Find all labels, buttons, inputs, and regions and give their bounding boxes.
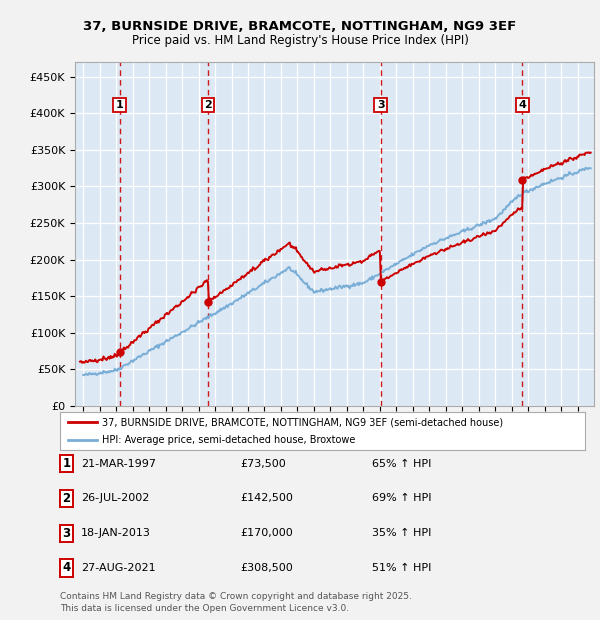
Text: 21-MAR-1997: 21-MAR-1997 (81, 459, 156, 469)
Text: 69% ↑ HPI: 69% ↑ HPI (372, 494, 431, 503)
Text: £73,500: £73,500 (240, 459, 286, 469)
Text: £142,500: £142,500 (240, 494, 293, 503)
Text: 3: 3 (377, 100, 385, 110)
Text: This data is licensed under the Open Government Licence v3.0.: This data is licensed under the Open Gov… (60, 603, 349, 613)
Text: 26-JUL-2002: 26-JUL-2002 (81, 494, 149, 503)
Text: 37, BURNSIDE DRIVE, BRAMCOTE, NOTTINGHAM, NG9 3EF (semi-detached house): 37, BURNSIDE DRIVE, BRAMCOTE, NOTTINGHAM… (102, 417, 503, 427)
Text: 2: 2 (62, 492, 71, 505)
Text: 51% ↑ HPI: 51% ↑ HPI (372, 563, 431, 573)
Text: 35% ↑ HPI: 35% ↑ HPI (372, 528, 431, 538)
Text: 4: 4 (62, 562, 71, 574)
Text: 37, BURNSIDE DRIVE, BRAMCOTE, NOTTINGHAM, NG9 3EF: 37, BURNSIDE DRIVE, BRAMCOTE, NOTTINGHAM… (83, 20, 517, 33)
Text: Price paid vs. HM Land Registry's House Price Index (HPI): Price paid vs. HM Land Registry's House … (131, 34, 469, 47)
Text: 3: 3 (62, 527, 71, 539)
Text: 4: 4 (518, 100, 526, 110)
Text: 27-AUG-2021: 27-AUG-2021 (81, 563, 155, 573)
Text: Contains HM Land Registry data © Crown copyright and database right 2025.: Contains HM Land Registry data © Crown c… (60, 592, 412, 601)
Text: 18-JAN-2013: 18-JAN-2013 (81, 528, 151, 538)
Text: 1: 1 (116, 100, 124, 110)
Text: HPI: Average price, semi-detached house, Broxtowe: HPI: Average price, semi-detached house,… (102, 435, 355, 445)
Text: 65% ↑ HPI: 65% ↑ HPI (372, 459, 431, 469)
Text: £308,500: £308,500 (240, 563, 293, 573)
Text: 1: 1 (62, 458, 71, 470)
Text: £170,000: £170,000 (240, 528, 293, 538)
Text: 2: 2 (204, 100, 212, 110)
